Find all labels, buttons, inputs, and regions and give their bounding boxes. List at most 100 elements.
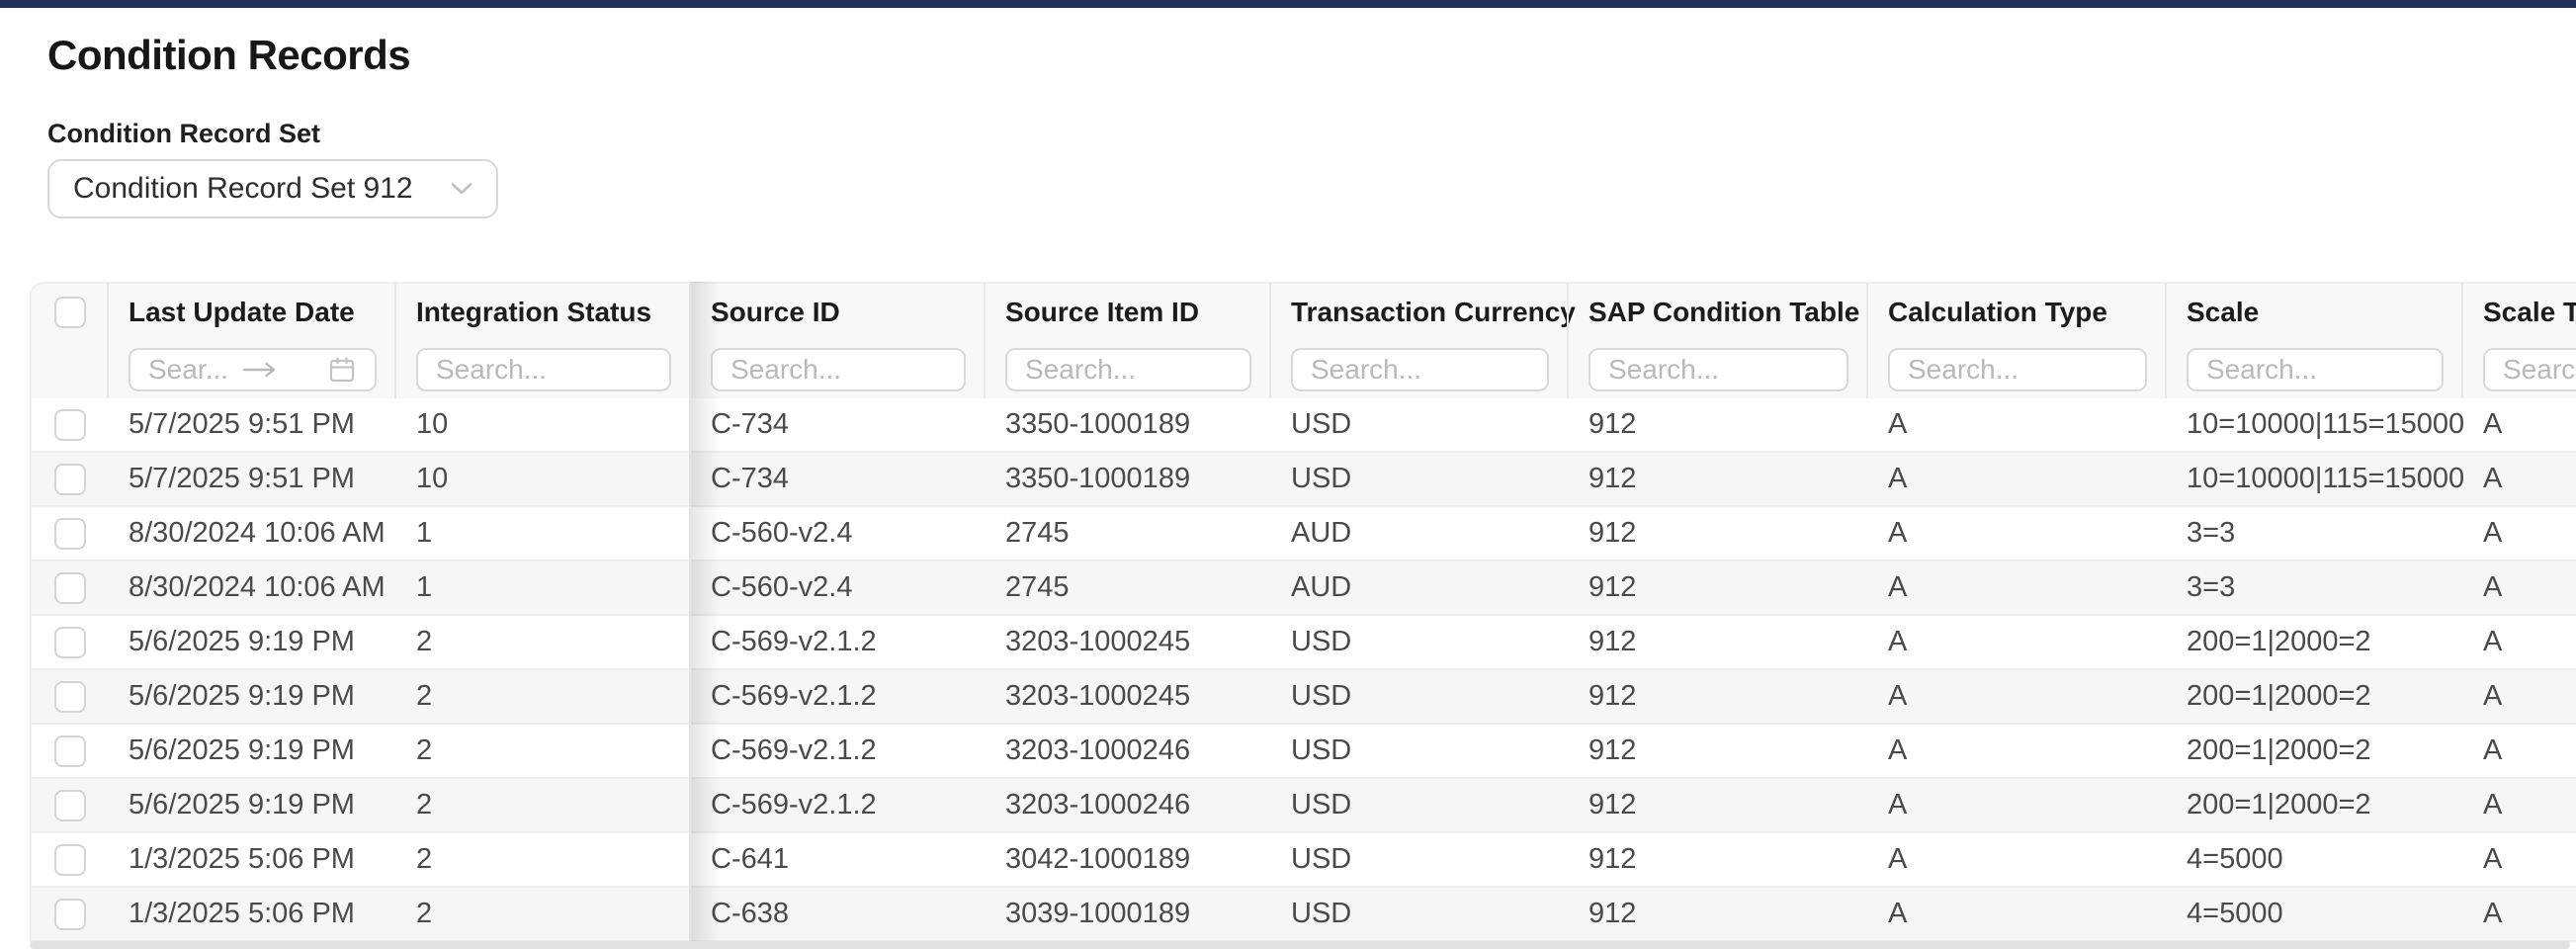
row-select-cell [32, 833, 109, 886]
row-checkbox[interactable] [54, 789, 86, 821]
condition-record-set-select[interactable]: Condition Record Set 912 [47, 159, 498, 218]
search-cell-transaction_currency [1271, 341, 1569, 398]
cell-transaction_currency: USD [1291, 626, 1352, 657]
header-title-row: Last Update Date Integration Status Source… [32, 284, 2576, 341]
column-header-last_update_date: Last Update Date [109, 284, 396, 341]
row-checkbox[interactable] [54, 517, 86, 550]
search-input-scale[interactable] [2187, 348, 2444, 391]
cell-last_update_date: 5/6/2025 9:19 PM [129, 680, 355, 712]
cell-calculation_type: A [1888, 626, 1908, 657]
select-all-checkbox[interactable] [54, 297, 86, 328]
top-accent-bar [0, 0, 2576, 8]
row-checkbox[interactable] [54, 463, 86, 495]
row-checkbox[interactable] [54, 734, 86, 767]
column-title: Scale [2187, 297, 2260, 327]
cell-source_item_id: 2745 [1005, 517, 1070, 549]
table-row: 1/3/2025 5:06 PM 2 C-641 3042-1000189 USD 912… [32, 833, 2576, 888]
row-select-cell [32, 670, 109, 723]
row-select-cell [32, 561, 109, 614]
cell-last_update_date: 8/30/2024 10:06 AM [129, 571, 386, 603]
search-cell-last_update_date: Sear... [109, 341, 396, 398]
table-header: Last Update Date Integration Status Source… [30, 282, 2576, 398]
cell-integration_status: 1 [416, 571, 433, 603]
cell-calculation_type: A [1888, 843, 1908, 875]
search-input-sap_condition_table[interactable] [1589, 348, 1848, 391]
cell-source_item_id: 3039-1000189 [1005, 898, 1191, 929]
cell-sap_condition_table: 912 [1589, 626, 1637, 657]
row-checkbox[interactable] [54, 408, 86, 441]
cell-last_update_date: 5/6/2025 9:19 PM [129, 734, 355, 766]
row-select-cell [32, 507, 109, 560]
cell-transaction_currency: USD [1291, 408, 1352, 440]
row-checkbox[interactable] [54, 843, 86, 876]
cell-integration_status: 2 [416, 898, 433, 929]
cell-scale_type: A [2483, 571, 2503, 603]
cell-source_id: C-569-v2.1.2 [711, 734, 877, 766]
cell-last_update_date: 5/7/2025 9:51 PM [129, 408, 355, 440]
table-row: 5/6/2025 9:19 PM 2 C-569-v2.1.2 3203-100024… [32, 616, 2576, 670]
cell-scale_type: A [2483, 408, 2503, 440]
horizontal-scrollbar-thumb[interactable] [30, 941, 2570, 949]
cell-transaction_currency: AUD [1291, 571, 1352, 603]
cell-scale: 200=1|2000=2 [2187, 626, 2371, 657]
column-title: Calculation Type [1888, 297, 2107, 327]
cell-source_id: C-734 [711, 408, 789, 440]
cell-source_item_id: 2745 [1005, 571, 1070, 603]
cell-scale_type: A [2483, 517, 2503, 549]
search-input-scale_type[interactable] [2483, 348, 2576, 391]
cell-scale: 200=1|2000=2 [2187, 680, 2371, 712]
cell-scale_type: A [2483, 463, 2503, 494]
cell-source_id: C-560-v2.4 [711, 517, 853, 549]
column-title: Transaction Currency [1291, 297, 1576, 327]
cell-last_update_date: 8/30/2024 10:06 AM [129, 517, 386, 549]
column-header-transaction_currency: Transaction Currency [1271, 284, 1576, 341]
search-input-transaction_currency[interactable] [1291, 348, 1549, 391]
cell-integration_status: 10 [416, 408, 449, 440]
search-cell-source_id [691, 341, 986, 398]
cell-integration_status: 2 [416, 626, 433, 657]
cell-integration_status: 2 [416, 734, 433, 766]
column-title: Integration Status [416, 297, 652, 327]
cell-source_item_id: 3203-1000245 [1005, 680, 1191, 712]
search-input-source_item_id[interactable] [1005, 348, 1251, 391]
column-title: Last Update Date [129, 297, 355, 327]
row-select-cell [32, 616, 109, 668]
cell-transaction_currency: USD [1291, 734, 1352, 766]
search-input-integration_status[interactable] [416, 348, 671, 391]
row-checkbox[interactable] [54, 571, 86, 604]
search-input-calculation_type[interactable] [1888, 348, 2147, 391]
cell-sap_condition_table: 912 [1589, 571, 1637, 603]
cell-transaction_currency: USD [1291, 843, 1352, 875]
cell-sap_condition_table: 912 [1589, 517, 1637, 549]
cell-scale_type: A [2483, 734, 2503, 766]
search-input-source_id[interactable] [711, 348, 966, 391]
search-cell-scale_type [2463, 341, 2576, 398]
cell-source_item_id: 3042-1000189 [1005, 843, 1191, 875]
cell-scale_type: A [2483, 843, 2503, 875]
row-checkbox[interactable] [54, 898, 86, 930]
cell-calculation_type: A [1888, 463, 1908, 494]
cell-last_update_date: 5/6/2025 9:19 PM [129, 626, 355, 657]
cell-last_update_date: 5/6/2025 9:19 PM [129, 789, 355, 820]
cell-source_id: C-569-v2.1.2 [711, 789, 877, 820]
row-select-cell [32, 725, 109, 777]
swap-right-arrow-icon [242, 362, 276, 378]
search-input-last_update_date[interactable]: Sear... [129, 348, 377, 391]
cell-last_update_date: 5/7/2025 9:51 PM [129, 463, 355, 494]
row-checkbox[interactable] [54, 626, 86, 658]
cell-transaction_currency: AUD [1291, 517, 1352, 549]
cell-source_item_id: 3203-1000246 [1005, 789, 1191, 820]
row-checkbox[interactable] [54, 680, 86, 713]
table-row: 5/6/2025 9:19 PM 2 C-569-v2.1.2 3203-100024… [32, 670, 2576, 725]
cell-source_item_id: 3350-1000189 [1005, 463, 1191, 494]
column-header-source_item_id: Source Item ID [986, 284, 1271, 341]
column-header-integration_status: Integration Status [396, 284, 691, 341]
column-title: Source ID [711, 297, 840, 327]
cell-integration_status: 2 [416, 680, 433, 712]
select-value: Condition Record Set 912 [73, 172, 413, 205]
column-title: SAP Condition Table [1589, 297, 1860, 327]
search-cell-select [32, 341, 109, 398]
search-cell-source_item_id [986, 341, 1271, 398]
cell-scale_type: A [2483, 789, 2503, 820]
